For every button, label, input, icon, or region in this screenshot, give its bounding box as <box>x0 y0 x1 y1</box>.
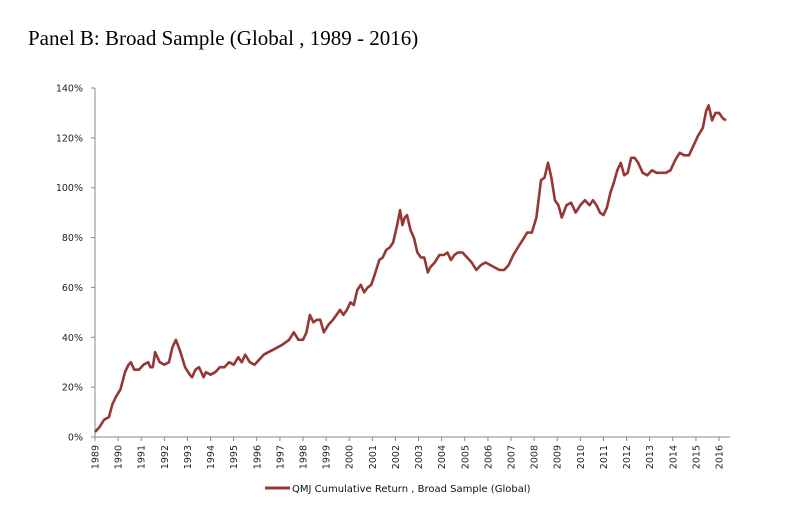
x-tick-label: 2013 <box>645 445 656 469</box>
x-tick-label: 2016 <box>715 445 726 469</box>
y-tick-label: 40% <box>62 333 83 344</box>
legend: QMJ Cumulative Return , Broad Sample (Gl… <box>265 484 531 495</box>
x-tick-label: 1999 <box>322 445 333 469</box>
x-tick-label: 1996 <box>252 445 263 469</box>
y-tick-label: 100% <box>56 183 83 194</box>
x-tick-label: 1992 <box>160 445 171 469</box>
x-tick-label: 1991 <box>137 445 148 469</box>
x-tick-label: 2007 <box>507 445 518 469</box>
y-axis-ticks: 0% 20% 40% 60% 80% 100% 120% 140% <box>56 84 95 444</box>
x-tick-label: 1990 <box>114 445 125 469</box>
x-tick-label: 1994 <box>206 445 217 469</box>
x-tick-label: 2009 <box>553 445 564 469</box>
x-tick-label: 2000 <box>345 445 356 469</box>
y-tick-label: 60% <box>62 283 83 294</box>
x-tick-label: 2004 <box>437 445 448 469</box>
x-axis-ticks: 1989 1990 1991 1992 1993 1994 1995 1996 1997 1998… <box>91 437 726 469</box>
x-tick-label: 1993 <box>183 445 194 469</box>
axes <box>94 88 730 438</box>
y-tick-label: 120% <box>56 133 83 144</box>
y-tick-label: 140% <box>56 84 83 95</box>
x-tick-label: 1998 <box>299 445 310 469</box>
x-tick-label: 2006 <box>483 445 494 469</box>
series-line-qmj <box>94 104 727 433</box>
x-tick-label: 2005 <box>460 445 471 469</box>
x-tick-label: 2012 <box>622 445 633 469</box>
y-tick-label: 80% <box>62 233 83 244</box>
x-tick-label: 2014 <box>668 445 679 469</box>
x-tick-label: 1989 <box>91 445 102 469</box>
x-tick-label: 1995 <box>229 445 240 469</box>
y-tick-label: 20% <box>62 383 83 394</box>
x-tick-label: 2002 <box>391 445 402 469</box>
x-tick-label: 1997 <box>275 445 286 469</box>
x-tick-label: 2001 <box>368 445 379 469</box>
x-tick-label: 2010 <box>576 445 587 469</box>
legend-label: QMJ Cumulative Return , Broad Sample (Gl… <box>292 484 531 495</box>
x-tick-label: 2015 <box>691 445 702 469</box>
x-tick-label: 2011 <box>599 445 610 469</box>
x-tick-label: 2003 <box>414 445 425 469</box>
y-tick-label: 0% <box>68 433 83 444</box>
chart-title: Panel B: Broad Sample (Global , 1989 - 2… <box>28 26 419 50</box>
x-tick-label: 2008 <box>530 445 541 469</box>
